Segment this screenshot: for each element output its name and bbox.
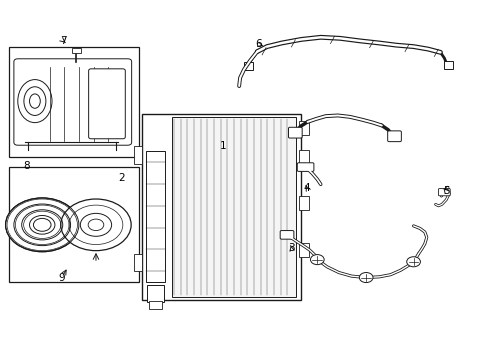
Bar [134,146,143,164]
Text: 9: 9 [58,273,65,283]
FancyBboxPatch shape [89,69,125,139]
Text: 4: 4 [304,183,310,193]
Text: 6: 6 [255,40,262,49]
Circle shape [311,255,324,265]
Text: 2: 2 [119,173,125,183]
Text: 3: 3 [288,243,294,253]
Circle shape [61,199,131,251]
Bar [143,114,301,300]
Circle shape [359,273,373,283]
FancyBboxPatch shape [280,230,294,239]
FancyBboxPatch shape [289,127,302,138]
Bar [134,253,143,271]
Bar [244,62,253,69]
FancyBboxPatch shape [388,131,401,141]
Bar [147,151,165,282]
Bar [149,301,162,309]
Bar [147,285,164,302]
Bar [9,167,139,282]
Bar [299,149,310,164]
Circle shape [33,219,51,231]
Ellipse shape [29,94,40,108]
Ellipse shape [18,80,52,123]
FancyBboxPatch shape [439,189,450,196]
Circle shape [5,198,79,252]
Text: 7: 7 [60,36,67,46]
Text: 8: 8 [23,161,29,171]
Circle shape [407,257,420,267]
Bar [299,243,310,257]
Bar [72,48,81,53]
Text: 1: 1 [220,141,226,151]
Bar [9,47,139,157]
Bar [299,196,310,211]
FancyBboxPatch shape [297,163,314,171]
Bar [299,121,310,135]
Text: 5: 5 [443,186,450,197]
Bar [444,61,453,69]
FancyBboxPatch shape [14,59,132,145]
Ellipse shape [24,87,46,116]
Circle shape [80,213,112,236]
Bar [172,117,296,297]
Circle shape [88,219,104,230]
